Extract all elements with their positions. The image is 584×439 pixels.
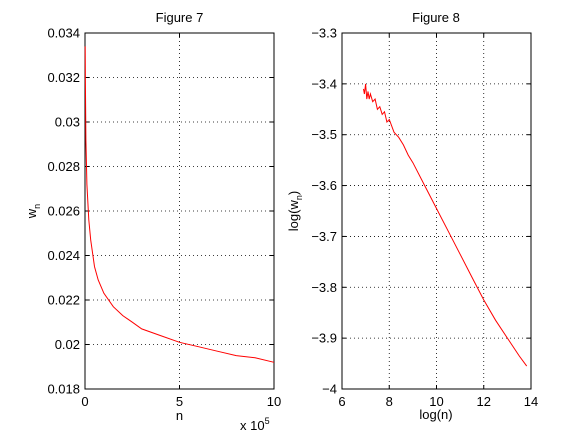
x-tick-label: 12 <box>477 394 491 409</box>
x-tick-label: 10 <box>267 394 281 409</box>
x-tick-label: 6 <box>338 394 345 409</box>
y-tick-label: 0.018 <box>47 382 80 397</box>
y-tick-label: −3.6 <box>311 178 337 193</box>
y-tick-label: −4 <box>322 382 337 397</box>
figure-8-plot-frame <box>341 32 532 390</box>
y-tick-label: −3.7 <box>311 229 337 244</box>
x-tick-label: 5 <box>176 394 183 409</box>
y-tick-label: 0.03 <box>55 115 80 130</box>
figure-7-y-label: wn <box>24 204 42 219</box>
y-tick-label: 0.026 <box>47 204 80 219</box>
figure-8-x-label: log(n) <box>419 407 452 422</box>
figure-7-series-line <box>84 46 275 363</box>
y-tick-label: −3.5 <box>311 127 337 142</box>
figure-8-title: Figure 8 <box>412 10 460 25</box>
x-tick-label: 8 <box>386 394 393 409</box>
y-tick-label: 0.034 <box>47 26 80 41</box>
y-tick-label: 0.028 <box>47 159 80 174</box>
x-tick-label: 0 <box>81 394 88 409</box>
figure-7-chart: Figure 7 0 5 10 0.018 0.02 0.022 0.024 0.026 0.0… <box>24 10 281 433</box>
y-tick-label: 0.02 <box>55 337 80 352</box>
y-tick-label: −3.9 <box>311 331 337 346</box>
figure-7-title: Figure 7 <box>156 10 204 25</box>
figure-8-chart: Figure 8 6 8 10 12 14 −4 −3.9 −3.8 −3.7 −3.6 −3.5 −… <box>286 10 538 422</box>
y-tick-label: −3.4 <box>311 76 337 91</box>
figure-7-x-multiplier: x 105 <box>240 416 270 433</box>
y-tick-label: −3.3 <box>311 26 337 41</box>
x-tick-label: 14 <box>524 394 538 409</box>
figure-8-series-line <box>363 83 528 367</box>
x-tick-label: 10 <box>429 394 443 409</box>
figure-7-x-label: n <box>176 408 183 423</box>
y-tick-label: 0.024 <box>47 248 80 263</box>
y-tick-label: −3.8 <box>311 280 337 295</box>
y-tick-label: 0.032 <box>47 70 80 85</box>
figure-8-y-label: log(wn) <box>286 191 304 231</box>
y-tick-label: 0.022 <box>47 293 80 308</box>
